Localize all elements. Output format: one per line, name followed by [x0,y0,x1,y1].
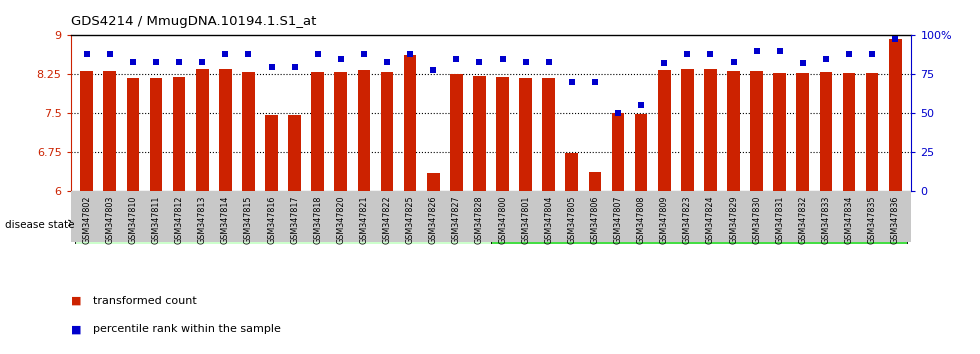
Bar [80,71,93,191]
Text: GSM347835: GSM347835 [867,195,877,244]
Text: GSM347829: GSM347829 [729,195,738,244]
Bar [681,69,694,191]
Text: GSM347812: GSM347812 [174,195,183,244]
Text: GSM347823: GSM347823 [683,195,692,244]
Text: GSM347807: GSM347807 [613,195,622,244]
Bar [104,71,117,191]
Text: GSM347821: GSM347821 [360,195,368,244]
Bar [865,73,878,191]
Bar [589,172,602,191]
Bar [658,70,670,191]
Text: GSM347820: GSM347820 [336,195,345,244]
Bar [380,72,393,191]
Text: GSM347833: GSM347833 [821,195,830,244]
Bar [751,71,763,191]
Text: GSM347804: GSM347804 [544,195,554,244]
Bar [491,202,906,244]
Text: ■: ■ [71,324,81,334]
Text: healthy control: healthy control [238,217,327,229]
Text: GSM347813: GSM347813 [198,195,207,244]
Text: percentile rank within the sample: percentile rank within the sample [93,324,281,334]
Text: GSM347836: GSM347836 [891,195,900,244]
Bar [196,69,209,191]
Text: GSM347800: GSM347800 [498,195,507,244]
Text: disease state: disease state [5,220,74,230]
Text: GSM347802: GSM347802 [82,195,91,244]
Text: GSM347810: GSM347810 [128,195,137,244]
Text: GSM347824: GSM347824 [706,195,715,244]
Bar [565,153,578,191]
Text: SIV encephalitis: SIV encephalitis [652,217,746,229]
Bar [612,113,624,191]
Bar [75,202,491,244]
Text: GDS4214 / MmugDNA.10194.1.S1_at: GDS4214 / MmugDNA.10194.1.S1_at [71,15,316,28]
Text: GSM347806: GSM347806 [590,195,600,244]
Bar [288,115,301,191]
Text: GSM347803: GSM347803 [105,195,115,244]
Text: GSM347826: GSM347826 [428,195,438,244]
Bar [312,72,324,191]
Bar [704,69,716,191]
Text: GSM347816: GSM347816 [267,195,276,244]
Text: GSM347814: GSM347814 [220,195,230,244]
Bar [843,73,856,191]
Text: GSM347801: GSM347801 [521,195,530,244]
Bar [797,73,809,191]
Bar [727,71,740,191]
Bar [473,76,486,191]
Text: GSM347808: GSM347808 [637,195,646,244]
Text: GSM347811: GSM347811 [152,195,161,244]
Bar [172,78,185,191]
Text: GSM347805: GSM347805 [567,195,576,244]
Text: GSM347827: GSM347827 [452,195,461,244]
Bar [889,39,902,191]
Bar [358,70,370,191]
Text: GSM347831: GSM347831 [775,195,784,244]
Bar [404,55,416,191]
Bar [334,72,347,191]
Text: GSM347834: GSM347834 [845,195,854,244]
Bar [242,72,255,191]
Bar [542,78,555,191]
Text: GSM347832: GSM347832 [799,195,808,244]
Bar [126,78,139,191]
Text: ■: ■ [71,296,81,306]
Bar [819,72,832,191]
Text: GSM347809: GSM347809 [660,195,668,244]
Text: GSM347818: GSM347818 [314,195,322,244]
Bar [496,77,509,191]
Bar [219,69,231,191]
Text: GSM347828: GSM347828 [475,195,484,244]
Bar [450,74,463,191]
Text: GSM347817: GSM347817 [290,195,299,244]
Bar [266,115,278,191]
Bar [773,73,786,191]
Text: GSM347815: GSM347815 [244,195,253,244]
Bar [150,79,163,191]
Bar [519,78,532,191]
Text: GSM347830: GSM347830 [752,195,761,244]
Text: transformed count: transformed count [93,296,197,306]
Text: GSM347825: GSM347825 [406,195,415,244]
Text: GSM347822: GSM347822 [382,195,392,244]
Bar [427,173,440,191]
Bar [635,114,648,191]
